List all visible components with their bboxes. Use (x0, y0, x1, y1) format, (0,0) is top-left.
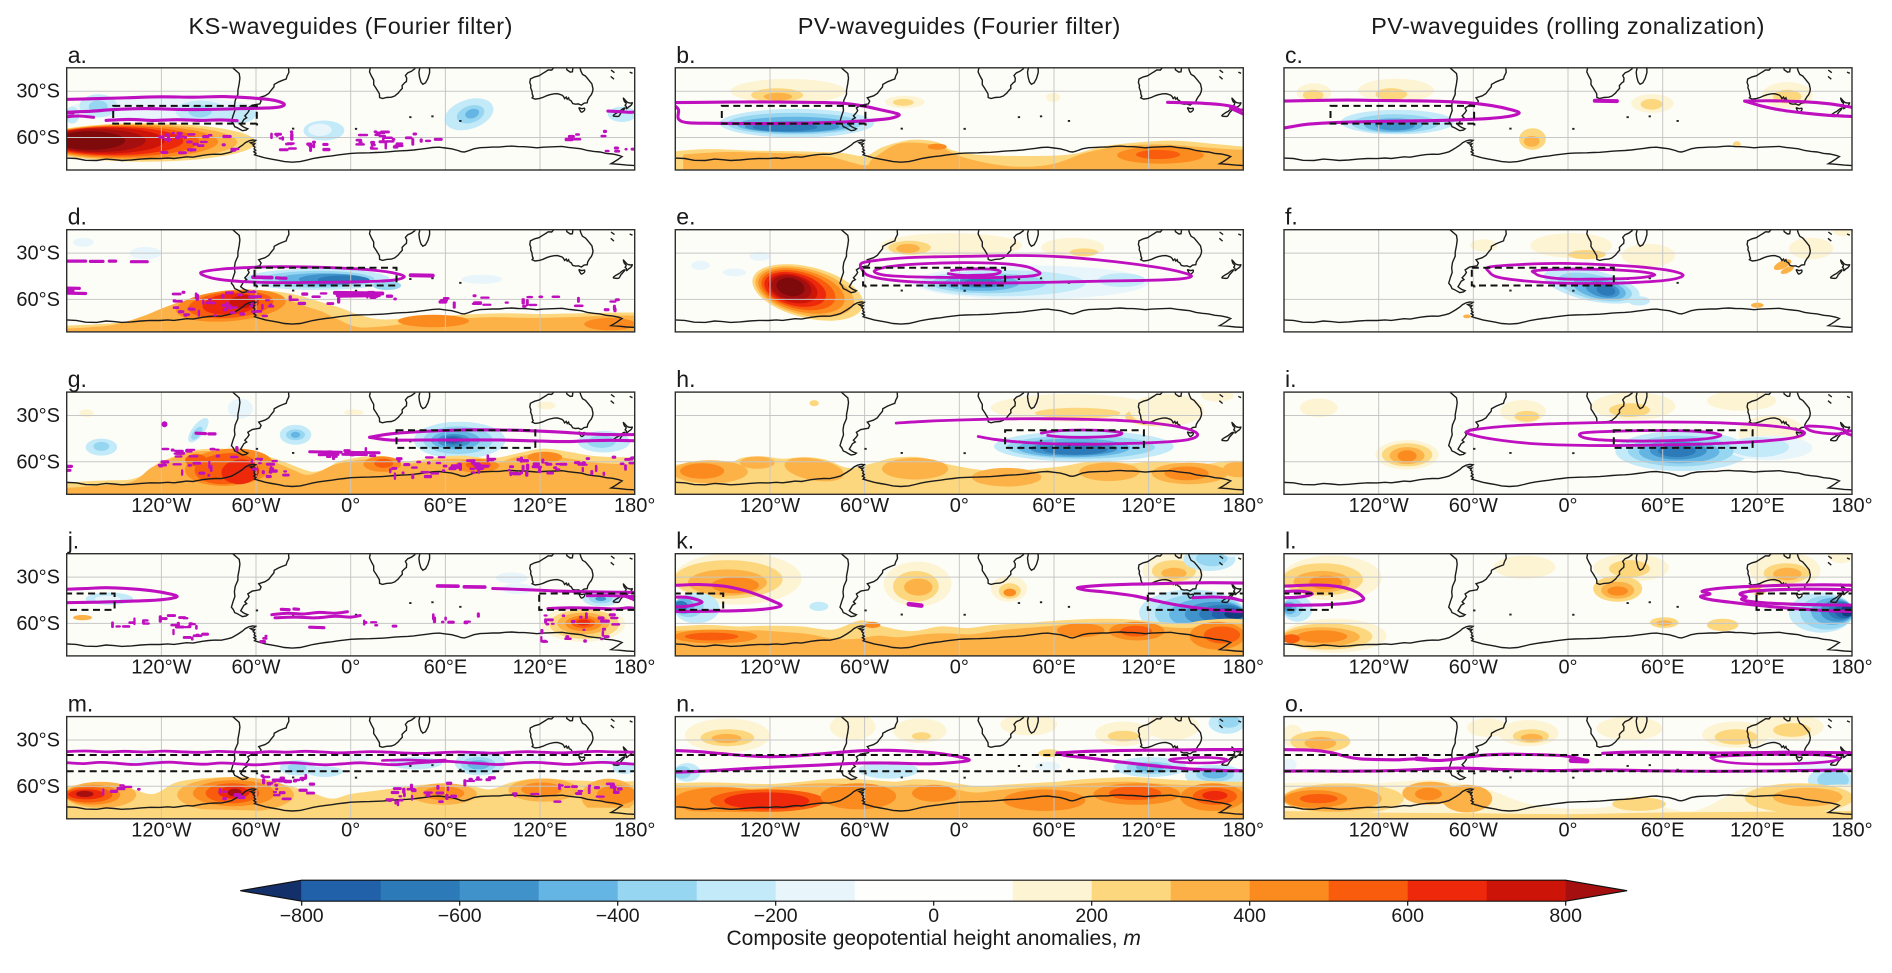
svg-text:120°E: 120°E (513, 819, 568, 841)
svg-text:PV-waveguides (rolling zonaliz: PV-waveguides (rolling zonalization) (1371, 13, 1765, 39)
svg-text:120°W: 120°W (740, 819, 800, 841)
svg-text:30°S: 30°S (16, 81, 60, 103)
svg-text:−400: −400 (596, 905, 640, 927)
svg-text:PV-waveguides (Fourier filter): PV-waveguides (Fourier filter) (798, 13, 1121, 39)
svg-text:120°W: 120°W (1349, 495, 1409, 517)
svg-text:k.: k. (676, 528, 694, 554)
svg-text:0°: 0° (1558, 656, 1577, 678)
svg-text:60°W: 60°W (1449, 819, 1498, 841)
svg-text:0°: 0° (1558, 495, 1577, 517)
svg-text:120°W: 120°W (740, 656, 800, 678)
svg-text:60°W: 60°W (840, 656, 889, 678)
svg-text:30°S: 30°S (16, 405, 60, 427)
svg-text:c.: c. (1285, 42, 1303, 68)
svg-text:60°W: 60°W (840, 819, 889, 841)
svg-text:0°: 0° (1558, 819, 1577, 841)
svg-text:120°E: 120°E (1730, 819, 1785, 841)
svg-text:120°W: 120°W (131, 495, 191, 517)
svg-text:60°W: 60°W (231, 495, 280, 517)
svg-text:60°E: 60°E (424, 656, 468, 678)
svg-text:180°: 180° (614, 819, 655, 841)
svg-text:60°E: 60°E (1032, 819, 1076, 841)
svg-text:60°W: 60°W (1449, 495, 1498, 517)
svg-text:30°S: 30°S (16, 730, 60, 752)
svg-text:120°W: 120°W (1349, 656, 1409, 678)
svg-text:i.: i. (1285, 366, 1297, 392)
svg-text:0°: 0° (950, 656, 969, 678)
svg-text:l.: l. (1285, 528, 1297, 554)
svg-text:−200: −200 (754, 905, 798, 927)
svg-text:120°E: 120°E (1121, 495, 1176, 517)
svg-text:180°: 180° (1831, 495, 1872, 517)
svg-text:60°E: 60°E (1032, 656, 1076, 678)
svg-text:60°S: 60°S (16, 613, 60, 635)
svg-text:180°: 180° (1223, 819, 1264, 841)
svg-text:−600: −600 (438, 905, 482, 927)
svg-text:0°: 0° (950, 819, 969, 841)
svg-text:n.: n. (676, 691, 695, 717)
svg-text:60°S: 60°S (16, 289, 60, 311)
svg-text:−800: −800 (280, 905, 324, 927)
svg-text:60°W: 60°W (231, 656, 280, 678)
svg-text:g.: g. (68, 366, 87, 392)
svg-text:0: 0 (928, 905, 939, 927)
svg-text:60°S: 60°S (16, 776, 60, 798)
svg-text:180°: 180° (1223, 656, 1264, 678)
svg-text:o.: o. (1285, 691, 1304, 717)
svg-text:180°: 180° (614, 656, 655, 678)
svg-text:30°S: 30°S (16, 567, 60, 589)
svg-text:60°W: 60°W (840, 495, 889, 517)
svg-text:a.: a. (68, 42, 87, 68)
svg-text:180°: 180° (1831, 656, 1872, 678)
svg-text:e.: e. (676, 204, 695, 230)
svg-text:120°E: 120°E (1121, 819, 1176, 841)
svg-text:KS-waveguides (Fourier filter): KS-waveguides (Fourier filter) (189, 13, 513, 39)
svg-text:400: 400 (1233, 905, 1266, 927)
svg-text:60°E: 60°E (424, 819, 468, 841)
svg-text:h.: h. (676, 366, 695, 392)
svg-text:m.: m. (68, 691, 94, 717)
svg-text:120°E: 120°E (1730, 495, 1785, 517)
svg-text:200: 200 (1075, 905, 1108, 927)
svg-text:60°W: 60°W (231, 819, 280, 841)
svg-text:60°S: 60°S (16, 451, 60, 473)
svg-text:d.: d. (68, 204, 87, 230)
svg-text:0°: 0° (950, 495, 969, 517)
svg-text:180°: 180° (614, 495, 655, 517)
svg-text:Composite geopotential height: Composite geopotential height anomalies,… (726, 927, 1140, 950)
svg-text:60°W: 60°W (1449, 656, 1498, 678)
svg-text:f.: f. (1285, 204, 1298, 230)
svg-text:60°E: 60°E (1032, 495, 1076, 517)
svg-text:800: 800 (1549, 905, 1582, 927)
svg-text:30°S: 30°S (16, 243, 60, 265)
svg-text:120°W: 120°W (740, 495, 800, 517)
svg-text:120°E: 120°E (1121, 656, 1176, 678)
svg-text:60°E: 60°E (1641, 656, 1685, 678)
svg-text:60°E: 60°E (1641, 819, 1685, 841)
svg-text:b.: b. (676, 42, 695, 68)
svg-text:120°E: 120°E (513, 495, 568, 517)
svg-text:600: 600 (1391, 905, 1424, 927)
svg-text:120°W: 120°W (131, 656, 191, 678)
svg-text:60°E: 60°E (1641, 495, 1685, 517)
svg-text:120°E: 120°E (513, 656, 568, 678)
svg-text:120°W: 120°W (1349, 819, 1409, 841)
svg-text:180°: 180° (1223, 495, 1264, 517)
svg-text:60°S: 60°S (16, 127, 60, 149)
svg-text:60°E: 60°E (424, 495, 468, 517)
svg-text:180°: 180° (1831, 819, 1872, 841)
svg-text:120°W: 120°W (131, 819, 191, 841)
svg-text:0°: 0° (341, 495, 360, 517)
svg-text:0°: 0° (341, 656, 360, 678)
svg-text:j.: j. (67, 528, 80, 554)
svg-text:120°E: 120°E (1730, 656, 1785, 678)
svg-text:0°: 0° (341, 819, 360, 841)
